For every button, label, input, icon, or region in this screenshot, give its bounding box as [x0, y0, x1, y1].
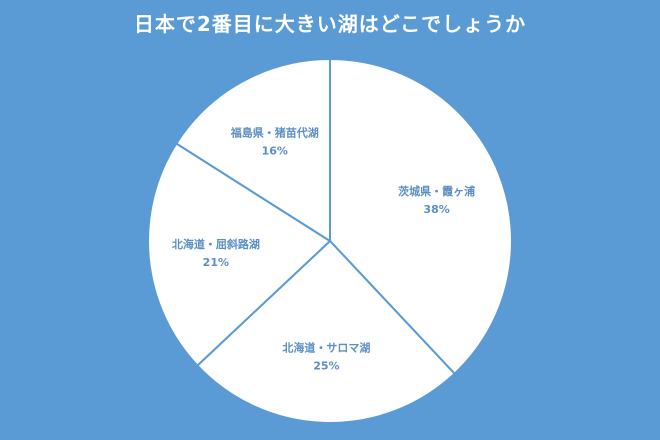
pie-slice: [329, 57, 513, 376]
slice-percent-label: 16%: [262, 145, 288, 158]
slice-label: 茨城県・霞ヶ浦: [398, 184, 475, 198]
slice-label: 北海道・屈斜路湖: [172, 237, 260, 251]
pie-slice: [147, 142, 332, 368]
slice-percent-label: 25%: [313, 360, 339, 373]
slice-percent-label: 21%: [203, 256, 229, 269]
slice-percent-label: 38%: [423, 203, 449, 216]
slice-label: 福島県・猪苗代湖: [230, 126, 319, 140]
chart-title: 日本で2番目に大きい湖はどこでしょうか: [133, 12, 527, 36]
slice-label: 北海道・サロマ湖: [282, 341, 370, 355]
pie-slice: [174, 57, 331, 243]
pie-slice: [195, 239, 457, 424]
